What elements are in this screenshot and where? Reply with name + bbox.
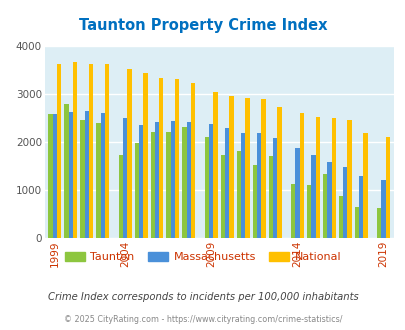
Bar	[224, 127, 229, 238]
Bar	[306, 185, 311, 238]
Bar	[261, 99, 265, 238]
Bar	[347, 120, 351, 238]
Bar	[331, 118, 335, 238]
Bar	[311, 155, 315, 238]
Bar	[277, 107, 281, 238]
Bar	[272, 138, 277, 238]
Bar	[159, 78, 163, 238]
Bar	[268, 156, 272, 238]
Bar	[96, 123, 100, 238]
Bar	[171, 121, 175, 238]
Bar	[385, 137, 389, 238]
Text: Crime Index corresponds to incidents per 100,000 inhabitants: Crime Index corresponds to incidents per…	[47, 292, 358, 302]
Bar	[220, 155, 224, 238]
Legend: Taunton, Massachusetts, National: Taunton, Massachusetts, National	[60, 248, 345, 267]
Bar	[68, 112, 73, 238]
Bar	[134, 143, 139, 238]
Bar	[315, 117, 319, 238]
Bar	[294, 148, 299, 238]
Bar	[241, 133, 245, 238]
Bar	[166, 132, 171, 238]
Bar	[104, 64, 109, 238]
Bar	[358, 176, 362, 238]
Bar	[299, 113, 303, 238]
Bar	[80, 120, 84, 238]
Bar	[57, 64, 61, 238]
Bar	[64, 104, 68, 238]
Bar	[118, 155, 123, 238]
Bar	[209, 124, 213, 238]
Bar	[89, 64, 93, 238]
Bar	[290, 183, 294, 238]
Bar	[236, 150, 241, 238]
Bar	[213, 92, 217, 238]
Bar	[127, 69, 131, 238]
Bar	[143, 73, 147, 238]
Bar	[123, 118, 127, 238]
Bar	[354, 208, 358, 238]
Text: Taunton Property Crime Index: Taunton Property Crime Index	[79, 18, 326, 33]
Bar	[252, 165, 256, 238]
Bar	[154, 122, 159, 238]
Bar	[182, 127, 186, 238]
Text: © 2025 CityRating.com - https://www.cityrating.com/crime-statistics/: © 2025 CityRating.com - https://www.city…	[64, 315, 341, 324]
Bar	[362, 133, 367, 238]
Bar	[204, 137, 209, 238]
Bar	[326, 161, 331, 238]
Bar	[139, 125, 143, 238]
Bar	[100, 113, 104, 238]
Bar	[191, 82, 195, 238]
Bar	[338, 196, 342, 238]
Bar	[53, 114, 57, 238]
Bar	[256, 133, 261, 238]
Bar	[73, 62, 77, 238]
Bar	[376, 209, 381, 238]
Bar	[150, 132, 154, 238]
Bar	[84, 111, 89, 238]
Bar	[229, 96, 233, 238]
Bar	[175, 79, 179, 238]
Bar	[381, 180, 385, 238]
Bar	[186, 122, 191, 238]
Bar	[322, 174, 326, 238]
Bar	[342, 167, 347, 238]
Bar	[245, 98, 249, 238]
Bar	[48, 114, 53, 238]
